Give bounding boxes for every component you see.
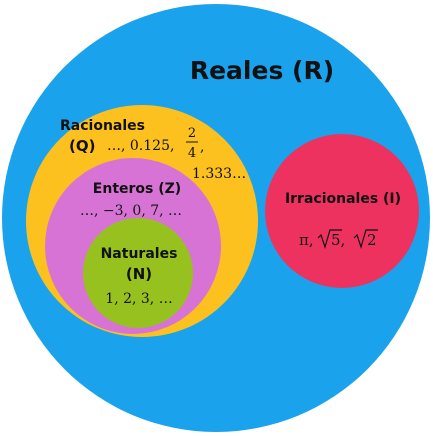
fraction-two-fourths: 2 4 , (186, 126, 204, 161)
irracionales-examples: π, 5, 2 (299, 229, 378, 250)
fraction-comma: , (200, 139, 204, 155)
sqrt-2-radical (353, 229, 378, 250)
sqrt-2-value: 2 (367, 231, 377, 249)
racionales-label-line1: Racionales (60, 118, 145, 134)
sqrt-5-radical (317, 229, 342, 250)
enteros-label: Enteros (Z) (93, 181, 181, 197)
naturales-circle (83, 218, 193, 328)
fraction-denominator: 4 (188, 146, 196, 161)
enteros-examples: …, −3, 0, 7, … (80, 203, 182, 219)
irracionales-circle (265, 134, 419, 288)
naturales-examples: 1, 2, 3, … (105, 291, 172, 307)
naturales-label-line1: Naturales (101, 246, 178, 262)
sqrt-5-value: 5, (331, 231, 345, 249)
reales-label: Reales (R) (190, 56, 334, 85)
irracionales-label: Irracionales (I) (285, 191, 401, 207)
racionales-examples-a: …, 0.125, (107, 138, 174, 154)
racionales-examples-b: 1.333… (192, 166, 246, 182)
pi-symbol: π, (299, 231, 314, 249)
racionales-label-line2: (Q) (69, 137, 95, 155)
naturales-label-line2: (N) (126, 265, 152, 283)
fraction-numerator: 2 (188, 126, 196, 141)
